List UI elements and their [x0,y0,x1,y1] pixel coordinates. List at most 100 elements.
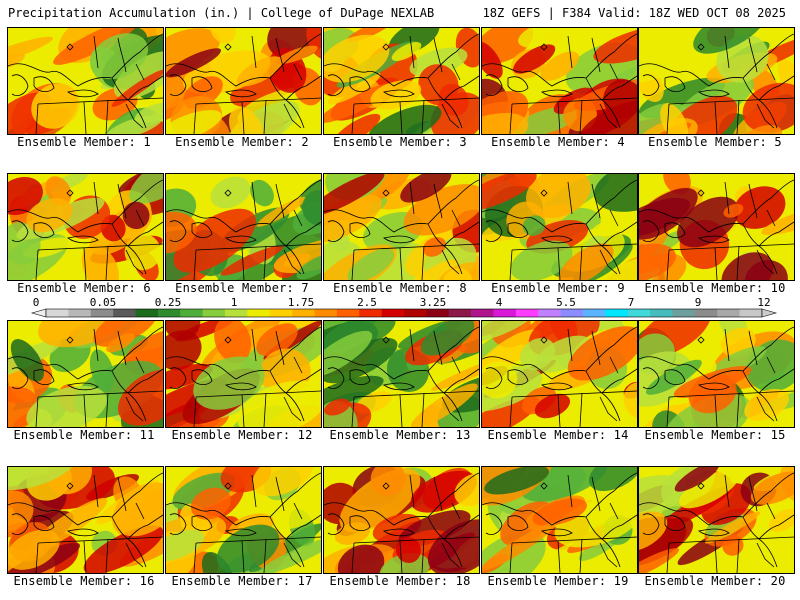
precipitation-map [639,28,794,134]
legend-color-bin [538,309,561,317]
legend-tick-label: 4 [496,297,503,309]
ensemble-member-label: Ensemble Member: 14 [487,428,629,442]
run-valid-time: 18Z GEFS | F384 Valid: 18Z WED OCT 08 20… [482,6,786,20]
ensemble-member-label: Ensemble Member: 7 [175,281,309,295]
ensemble-panel [165,466,322,574]
legend-color-bin [560,309,584,317]
legend-color-bin [583,309,606,317]
ensemble-member-label: Ensemble Member: 12 [171,428,313,442]
ensemble-panel [323,27,480,135]
legend-color-bin [113,309,136,317]
ensemble-member-label: Ensemble Member: 16 [13,574,155,588]
precipitation-map [8,467,163,573]
ensemble-panel [7,466,164,574]
legend-color-bin [247,309,271,317]
ensemble-panel [165,320,322,428]
ensemble-member-label: Ensemble Member: 10 [644,281,786,295]
precipitation-map [482,174,637,280]
precipitation-map [166,467,321,573]
precipitation-map [324,321,479,427]
precipitation-map [482,467,637,573]
legend-tick-label: 1.75 [288,297,315,309]
legend-tick-label: 7 [628,297,635,309]
ensemble-panel [323,466,480,574]
precipitation-map [324,467,479,573]
legend-left-arrow [30,308,47,318]
legend-tick-label: 0.05 [90,297,117,309]
ensemble-member-label: Ensemble Member: 19 [487,574,629,588]
color-scale-bar: 0 0.05 0.25 1 1.75 2.5 3.25 4 5.5 7 9 12 [30,297,778,318]
legend-color-bin [381,309,405,317]
legend-tick-label: 0 [33,297,40,309]
precipitation-map [8,174,163,280]
ensemble-member-label: Ensemble Member: 1 [17,135,151,149]
ensemble-panel [481,320,638,428]
legend-color-bin [135,309,159,317]
precipitation-map [166,174,321,280]
ensemble-panel [481,173,638,281]
ensemble-member-label: Ensemble Member: 3 [333,135,467,149]
legend-color-bin [359,309,382,317]
header: Precipitation Accumulation (in.) | Colle… [0,0,800,24]
legend-color-bin [157,309,181,317]
precipitation-map [482,28,637,134]
ensemble-member-label: Ensemble Member: 6 [17,281,151,295]
legend-color-bin [180,309,203,317]
legend-tick-label: 2.5 [357,297,377,309]
legend-tick-label: 3.25 [420,297,447,309]
ensemble-member-label: Ensemble Member: 11 [13,428,155,442]
legend-color-bin [404,309,427,317]
precipitation-map [166,321,321,427]
ensemble-panel [638,320,795,428]
legend-color-bin [650,309,673,317]
legend-color-bin [426,309,450,317]
precipitation-map [639,467,794,573]
legend-color-bin [717,309,740,317]
ensemble-member-label: Ensemble Member: 13 [329,428,471,442]
ensemble-member-label: Ensemble Member: 5 [648,135,782,149]
precipitation-map [8,28,163,134]
legend-tick-label: 0.25 [155,297,182,309]
legend-right-arrow [761,308,778,318]
legend-color-bin [292,309,315,317]
legend-color-bin [90,309,114,317]
precipitation-map [639,321,794,427]
legend-color-bin [202,309,226,317]
precipitation-map [8,321,163,427]
legend-color-bin [739,309,763,317]
ensemble-member-label: Ensemble Member: 8 [333,281,467,295]
ensemble-panel [481,466,638,574]
ensemble-panel [638,466,795,574]
ensemble-member-label: Ensemble Member: 17 [171,574,313,588]
legend-tick-label: 9 [695,297,702,309]
ensemble-panel [165,27,322,135]
legend-color-bin [46,309,69,317]
legend-tick-label: 12 [757,297,770,309]
page-title: Precipitation Accumulation (in.) | Colle… [8,6,435,20]
color-scale-legend: 0 0.05 0.25 1 1.75 2.5 3.25 4 5.5 7 9 12 [0,297,800,319]
legend-color-bin [672,309,696,317]
legend-color-bin [515,309,539,317]
ensemble-member-label: Ensemble Member: 18 [329,574,471,588]
precipitation-map [324,174,479,280]
legend-color-bin [314,309,338,317]
ensemble-member-label: Ensemble Member: 20 [644,574,786,588]
ensemble-panel [7,173,164,281]
ensemble-member-label: Ensemble Member: 2 [175,135,309,149]
legend-color-bin [336,309,360,317]
legend-color-bin [471,309,494,317]
precipitation-map [324,28,479,134]
ensemble-panel [7,320,164,428]
ensemble-member-label: Ensemble Member: 15 [644,428,786,442]
ensemble-panel [323,173,480,281]
ensemble-panel [638,173,795,281]
legend-color-bin [448,309,472,317]
legend-color-bin [694,309,718,317]
precipitation-map [166,28,321,134]
legend-color-bin [627,309,651,317]
legend-color-bin [68,309,92,317]
legend-color-bin [493,309,517,317]
ensemble-panel [323,320,480,428]
ensemble-panel [7,27,164,135]
legend-tick-label: 5.5 [556,297,576,309]
